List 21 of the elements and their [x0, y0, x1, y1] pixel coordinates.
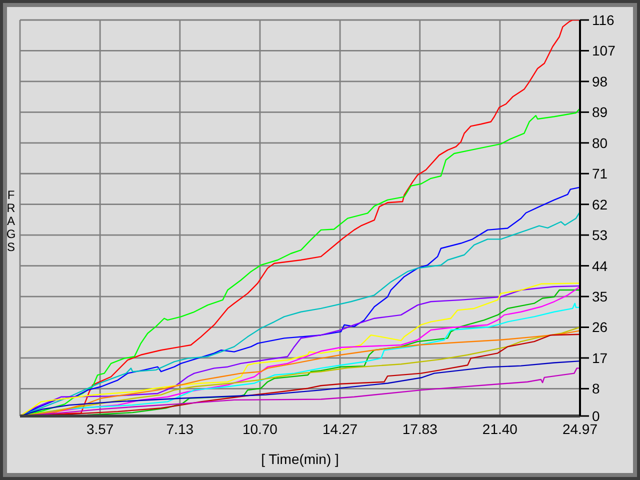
y-tick-label: 44	[592, 258, 608, 274]
y-tick-label: 17	[592, 350, 608, 366]
y-tick-label: 98	[592, 73, 608, 90]
y-tick-label: 35	[592, 288, 608, 304]
y-tick-label: 71	[592, 166, 608, 182]
y-tick-label: 107	[592, 42, 616, 59]
y-tick-label: 89	[592, 104, 608, 120]
y-tick-label: 116	[592, 12, 615, 28]
x-tick-label: 17.83	[402, 420, 438, 437]
x-tick-label: 21.40	[482, 420, 518, 437]
x-tick-label: 7.13	[166, 420, 194, 437]
y-tick-label: 53	[592, 227, 608, 244]
x-tick-label: 3.57	[86, 420, 114, 437]
x-axis-title: [ Time(min) ]	[261, 451, 339, 467]
y-tick-label: 8	[592, 380, 600, 397]
x-tick-label: 14.27	[322, 420, 358, 437]
y-axis-title: FRAGS	[4, 188, 18, 253]
y-tick-label: 26	[592, 319, 608, 336]
y-tick-label: 62	[592, 196, 608, 212]
x-tick-label: 10.70	[242, 420, 278, 437]
y-tick-label: 80	[592, 134, 608, 151]
